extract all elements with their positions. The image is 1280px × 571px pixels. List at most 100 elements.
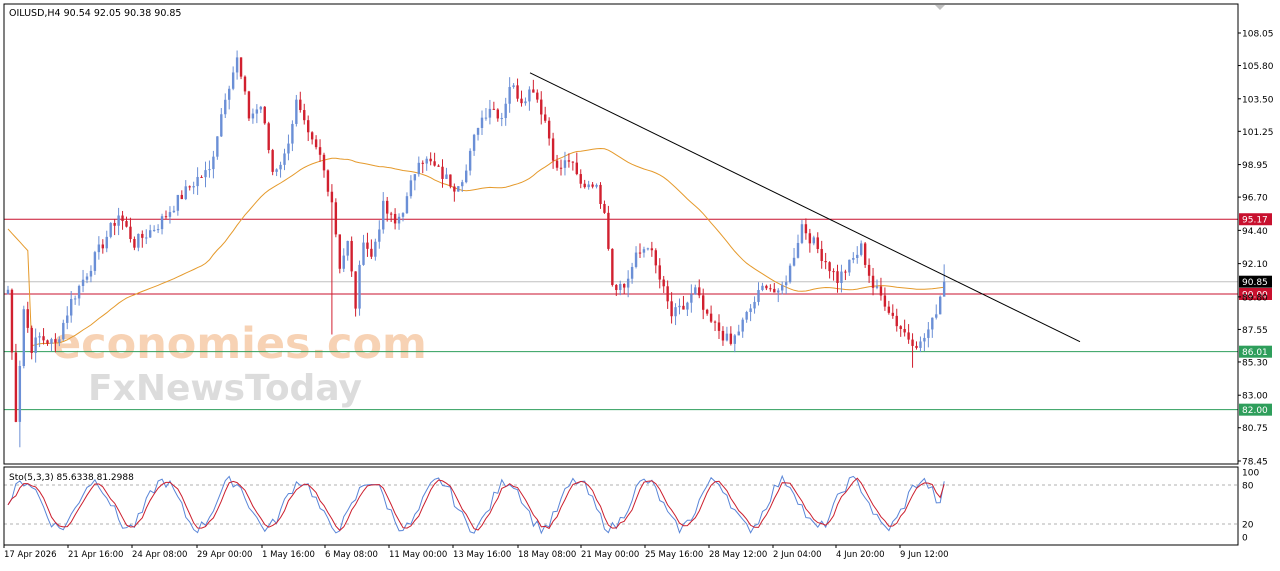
x-tick-label: 11 May 00:00 [389,550,447,560]
time-axis: 17 Apr 2026 21 Apr 16:00 24 Apr 08:00 29 Ap… [3,545,949,560]
x-tick-label: 4 Jun 20:00 [836,550,885,560]
candle-body [125,221,128,227]
candle-body [698,287,701,296]
candle-body [389,213,393,215]
candle-body [208,169,211,171]
candle-body [445,174,448,179]
candle-body [824,261,827,263]
candle-body [145,237,148,239]
candle-body [101,244,104,249]
candle-body [449,174,452,187]
candle-body [773,288,776,293]
stoch-signal-line [7,477,945,532]
candle-body [141,233,144,238]
candle-body [658,265,661,280]
candle-body [393,213,397,224]
candle-body [887,306,891,313]
candle-body [50,339,53,344]
candle-body [678,305,681,308]
x-tick-label: 2 Jun 04:00 [773,550,822,560]
candle-body [259,106,262,110]
candle-body [784,282,788,286]
candle-body [366,242,369,249]
candle-body [781,285,784,291]
candle-body [638,252,642,254]
x-tick-label: 21 Apr 16:00 [68,550,123,560]
y-tick-label: 83.00 [1242,392,1268,402]
candle-body [188,186,191,188]
candle-body [571,161,575,163]
candle-body [512,85,515,87]
candle-body [634,252,638,267]
candle-body [860,243,863,255]
candle-body [619,284,622,290]
candle-body [405,196,409,214]
candle-body [583,183,586,188]
candle-body [117,215,120,226]
candle-body [528,89,531,102]
candle-body [840,271,843,284]
candle-body [216,136,219,157]
level-label-86.01: 86.01 [1242,348,1268,358]
candle-body [180,194,183,200]
candle-body [386,200,389,214]
candle-body [465,170,468,183]
candle-body [595,184,598,187]
candle-body [73,298,77,300]
candle-body [480,117,484,128]
candle-body [599,184,602,204]
x-tick-label: 6 May 08:00 [325,550,378,560]
candle-body [508,86,511,104]
candle-body [137,233,140,248]
candle-body [34,337,37,353]
candle-body [812,237,815,244]
trendline [529,72,1081,343]
x-tick-label: 13 May 16:00 [453,550,511,560]
candle-body [433,161,436,166]
candle-body [532,89,535,93]
candle-body [559,167,563,169]
candle-body [374,241,377,257]
candle-body [551,138,555,161]
candle-body [129,226,132,240]
x-tick-label: 9 Jun 12:00 [900,550,949,560]
candle-body [401,213,405,217]
candle-body [255,109,259,114]
candle-body [200,176,203,178]
candle-body [6,289,10,295]
candle-body [247,91,251,119]
candle-body [623,284,626,288]
candle-body [544,114,547,121]
candle-body [848,259,851,273]
candle-body [184,186,187,200]
stoch-tick-label: 100 [1242,469,1259,479]
candles [6,50,946,448]
level-label-82.00: 82.00 [1242,406,1268,416]
candle-body [196,176,199,187]
candle-body [382,200,385,230]
candle-body [417,162,420,175]
candle-body [705,309,709,314]
candle-body [46,340,49,344]
candle-body [263,106,266,124]
y-tick-label: 87.55 [1242,326,1268,336]
candle-body [547,120,551,139]
candle-body [70,298,73,316]
candle-body [224,99,227,115]
candle-body [745,312,748,320]
candle-body [97,244,101,253]
x-tick-label: 24 Apr 08:00 [132,550,187,560]
candle-body [808,233,812,244]
candle-body [796,242,800,258]
scroll-marker-icon[interactable] [935,5,945,10]
candle-body [212,156,215,170]
candle-body [358,264,361,309]
candle-body [520,98,523,104]
y-tick-label: 98.95 [1242,161,1268,171]
candle-body [149,230,152,238]
watermark: economies.com FxNewsToday [52,319,427,409]
candle-body [725,333,729,341]
candle-body [397,216,401,224]
